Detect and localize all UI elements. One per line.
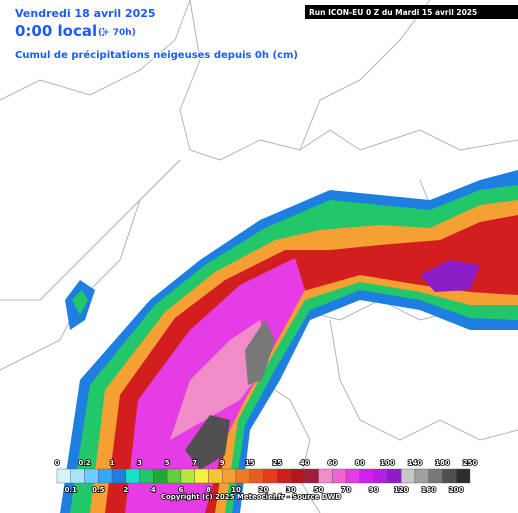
legend-tick-label: 20	[259, 486, 269, 494]
legend-swatch	[414, 468, 429, 484]
legend-swatch	[194, 468, 209, 484]
legend-swatch	[84, 468, 99, 484]
run: Run ICON-EU 0 Z du Mardi 15 avril 2025	[309, 8, 477, 17]
legend-swatch	[180, 468, 195, 484]
legend-swatch	[166, 468, 182, 484]
legend-swatch	[125, 468, 140, 484]
legend-swatch	[442, 468, 457, 484]
legend-tick-label: 200	[449, 486, 464, 494]
date: Vendredi 18 avril 2025	[15, 7, 156, 20]
legend-swatch	[332, 468, 347, 484]
legend-tick-label: 6	[178, 486, 183, 494]
legend-swatch	[56, 468, 71, 484]
lead: (+ 70h)	[98, 28, 136, 38]
legend-swatch	[304, 468, 319, 484]
legend-swatch	[208, 468, 223, 484]
legend-tick-label: 9	[220, 459, 225, 467]
legend-tick-label: 10	[231, 486, 241, 494]
legend-tick-label: 0.1	[65, 486, 78, 494]
legend-tick-label: 60	[327, 459, 337, 467]
legend-swatch	[277, 468, 292, 484]
legend-tick-label: 160	[421, 486, 436, 494]
time: 0:00 locale	[15, 22, 107, 40]
legend-swatch	[428, 468, 443, 484]
legend-tick-label: 1	[110, 459, 115, 467]
legend-tick-label: 0.2	[78, 459, 91, 467]
copyright: Copyright (c) 2025 Meteociel.fr - Source…	[161, 493, 341, 501]
legend-tick-label: 15	[245, 459, 255, 467]
legend-tick-label: 30	[286, 486, 296, 494]
legend-swatch	[345, 468, 361, 484]
legend-tick-label: 180	[435, 459, 450, 467]
legend-swatch	[373, 468, 388, 484]
legend-tick-label: 120	[394, 486, 409, 494]
legend-tick-label: 7	[192, 459, 197, 467]
legend-tick-label: 3	[137, 459, 142, 467]
legend-tick-label: 25	[272, 459, 282, 467]
legend-swatch	[235, 468, 250, 484]
legend-tick-label: 90	[369, 486, 379, 494]
legend-swatch	[263, 468, 278, 484]
legend-tick-label: 140	[408, 459, 423, 467]
legend-swatch	[290, 468, 305, 484]
legend-swatch	[111, 468, 127, 484]
legend-tick-label: 50	[314, 486, 324, 494]
legend-tick-label: 0.5	[92, 486, 105, 494]
snow-field	[60, 170, 518, 513]
legend-swatch	[387, 468, 402, 484]
legend-tick-label: 4	[151, 486, 156, 494]
legend-swatch	[153, 468, 168, 484]
legend-swatch	[400, 468, 416, 484]
legend-swatch	[249, 468, 264, 484]
legend-tick-label: 0	[55, 459, 60, 467]
legend-tick-label: 100	[380, 459, 395, 467]
legend-tick-label: 5	[165, 459, 170, 467]
legend-swatch	[318, 468, 333, 484]
legend-swatch	[456, 468, 471, 484]
legend-tick-label: 80	[355, 459, 365, 467]
legend-swatch	[359, 468, 374, 484]
legend-tick-label: 70	[341, 486, 351, 494]
legend-tick-label: 8	[206, 486, 211, 494]
legend-swatch	[98, 468, 113, 484]
run-box	[305, 5, 518, 19]
legend-tick-label: 40	[300, 459, 310, 467]
legend-tick-label: 250	[463, 459, 478, 467]
subtitle: Cumul de précipitations neigeuses depuis…	[15, 49, 298, 61]
legend-swatch	[70, 468, 85, 484]
legend-swatch	[221, 468, 237, 484]
legend-tick-label: 2	[123, 486, 128, 494]
legend-swatch	[139, 468, 154, 484]
